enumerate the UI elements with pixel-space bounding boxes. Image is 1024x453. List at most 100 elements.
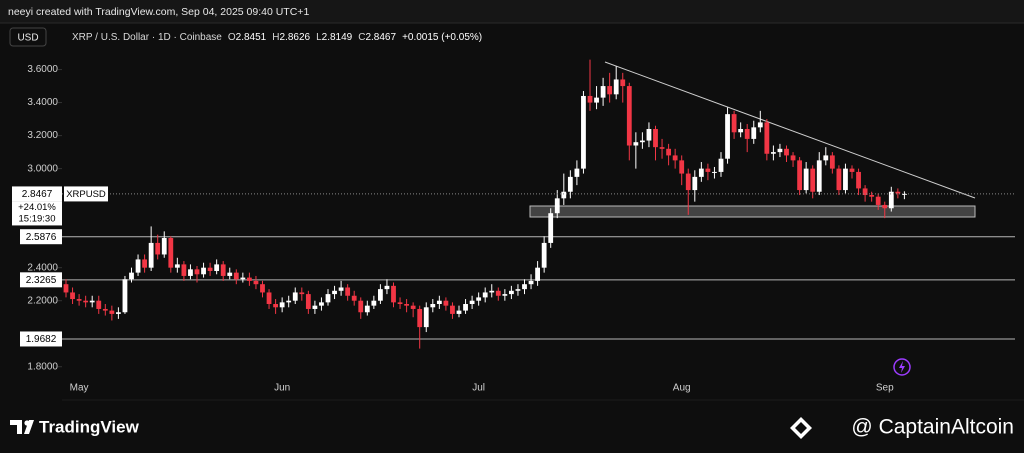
ohlc-value: 2.8626 <box>279 32 310 43</box>
candle-body <box>646 128 652 141</box>
ohlc-key: O <box>228 32 236 43</box>
candle-body <box>600 86 606 98</box>
candle-body <box>581 95 586 169</box>
candle-body <box>443 300 449 306</box>
candle-body <box>856 171 861 189</box>
ohlc-value: 2.8467 <box>365 32 396 43</box>
candle-body <box>227 272 233 276</box>
header-bar <box>0 0 1024 23</box>
candle-body <box>548 213 554 243</box>
candle-body <box>554 198 560 214</box>
candle-body <box>725 114 730 159</box>
level-label: 2.5876 <box>26 232 57 243</box>
brand-name: TradingView <box>39 417 140 436</box>
candle-body <box>391 285 396 303</box>
candle-body <box>109 310 115 314</box>
candle-body <box>771 152 776 154</box>
candle-body <box>122 279 128 313</box>
candle-body <box>803 168 809 191</box>
candle-body <box>312 305 318 309</box>
symbol-name: XRP / U.S. Dollar · 1D · Coinbase <box>72 32 222 43</box>
candle-body <box>594 97 599 103</box>
candle-body <box>253 280 259 285</box>
candle-body <box>233 272 239 280</box>
candle-body <box>450 305 455 314</box>
candle-body <box>882 204 888 209</box>
candle-body <box>869 195 875 197</box>
candle-body <box>515 289 521 291</box>
countdown: 15:19:30 <box>19 213 56 224</box>
y-tick-label: 1.8000 <box>27 361 58 372</box>
x-tick-label: Sep <box>876 383 894 394</box>
candle-body <box>502 294 508 296</box>
candle-body <box>384 285 390 290</box>
change-box <box>12 201 62 226</box>
candle-body <box>469 300 475 305</box>
ohlc-key: H <box>272 32 279 43</box>
candle-body <box>260 284 265 293</box>
candle-body <box>102 308 108 311</box>
candle-body <box>207 267 213 271</box>
candle-body <box>561 191 567 199</box>
watermark-icon <box>790 417 812 439</box>
candle-body <box>476 297 482 301</box>
candle-body <box>116 312 121 314</box>
candle-body <box>895 191 901 194</box>
candle-body <box>220 264 226 276</box>
candle-body <box>698 168 704 177</box>
candle-body <box>679 160 685 174</box>
attribution: neeyi created with TradingView.com, Sep … <box>8 6 309 18</box>
replay-icon[interactable] <box>893 358 911 376</box>
candle-body <box>685 173 691 191</box>
candle-body <box>659 147 665 149</box>
candle-body <box>757 122 763 128</box>
symbol-legend: XRP / U.S. Dollar · 1D · Coinbase O2.8451… <box>72 32 482 43</box>
candle-body <box>862 188 868 196</box>
candle-body <box>273 304 278 308</box>
candle-body <box>613 79 619 95</box>
level-label: 2.3265 <box>26 275 57 286</box>
candle-body <box>738 128 744 133</box>
candle-body <box>417 308 423 328</box>
level-label: 1.9682 <box>26 334 57 345</box>
watermark: @ CaptainAltcoin <box>851 416 1014 439</box>
last-price-label: 2.8467 <box>22 189 53 200</box>
ohlc-key: C <box>358 32 365 43</box>
candle-body <box>509 290 514 295</box>
candle-body <box>777 148 783 153</box>
candle-body <box>181 264 187 276</box>
y-tick-label: 3.2000 <box>27 130 58 141</box>
candle-body <box>214 264 220 271</box>
currency-box[interactable] <box>9 27 47 47</box>
candle-body <box>371 300 377 306</box>
candle-body <box>843 168 848 191</box>
y-tick-label: 3.4000 <box>27 97 58 108</box>
candle-body <box>482 292 488 298</box>
candle-body <box>436 300 442 305</box>
candle-body <box>345 287 351 296</box>
candle-body <box>378 289 383 301</box>
x-tick-label: Aug <box>673 383 691 394</box>
replay-bolt <box>899 361 905 373</box>
candle-body <box>744 128 750 139</box>
candle-body <box>489 290 495 293</box>
candle-body <box>76 299 82 301</box>
y-tick-label: 3.0000 <box>27 163 58 174</box>
replay-circle <box>893 358 911 376</box>
candle-body <box>358 300 364 313</box>
candle-body <box>816 160 822 192</box>
change: +0.0015 (+0.05%) <box>402 32 482 43</box>
brand-icon-dot <box>24 420 30 426</box>
candle-body <box>810 168 816 192</box>
candle-body <box>148 242 154 268</box>
candle-body <box>587 95 593 103</box>
candle-body <box>96 300 102 309</box>
candle-body <box>607 86 613 95</box>
candle-body <box>705 168 711 172</box>
candle-body <box>142 259 147 268</box>
candle-body <box>174 264 180 268</box>
brand-logo: TradingView <box>10 417 140 436</box>
candle-body <box>338 287 344 291</box>
candle-body <box>70 292 75 300</box>
